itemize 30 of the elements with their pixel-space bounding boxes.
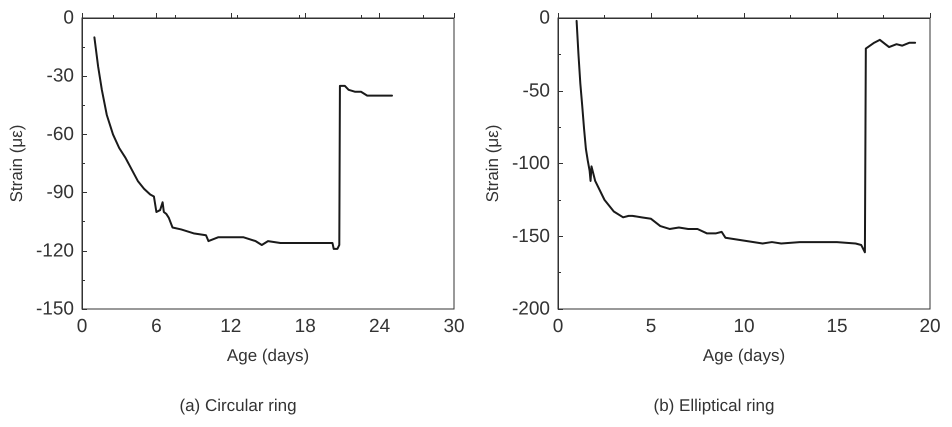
line-series (93, 36, 393, 250)
x-tick-label: 20 (919, 316, 941, 337)
x-tick-label: 18 (294, 316, 316, 337)
x-tick-label: 5 (646, 316, 656, 337)
y-axis-title: Strain (με) (483, 124, 502, 202)
text: (a) Circular ring (179, 396, 297, 415)
y-tick-label: -200 (512, 298, 550, 320)
x-axis-title: Age (days) (702, 346, 786, 365)
y-tick-label: 0 (63, 8, 74, 28)
x-tick-label: 6 (151, 316, 162, 337)
x-tick-label: 10 (733, 316, 755, 337)
y-axis-title: Strain (με) (7, 124, 26, 202)
y-tick-label: -150 (512, 226, 550, 247)
line-series (576, 20, 916, 254)
x-tick-label: 15 (826, 316, 848, 337)
y-tick-label: -150 (36, 298, 74, 320)
y-tick-label: -100 (512, 153, 550, 174)
x-tick-label: 30 (443, 316, 465, 337)
x-tick-label: 12 (220, 316, 242, 337)
x-axis-title: Age (days) (226, 346, 310, 365)
y-tick-label: -60 (46, 124, 74, 145)
y-tick-label: -50 (522, 80, 550, 102)
text: (b) Elliptical ring (654, 396, 774, 415)
x-tick-label: 0 (76, 316, 88, 337)
y-tick-label: -90 (46, 182, 74, 204)
y-tick-label: -120 (36, 240, 74, 262)
y-tick-label: 0 (539, 8, 550, 28)
x-tick-label: 24 (369, 316, 391, 337)
y-tick-label: -30 (46, 66, 74, 87)
x-tick-label: 0 (552, 316, 564, 337)
